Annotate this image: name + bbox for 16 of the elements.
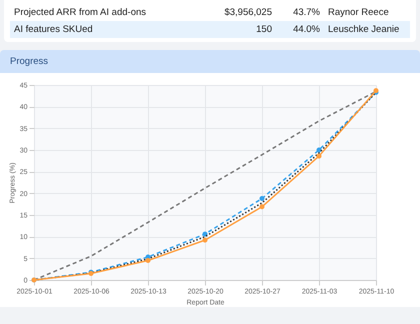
point: [202, 232, 208, 237]
text: Leuschke Jeanie: [327, 24, 400, 35]
point: [260, 196, 264, 202]
point: [146, 258, 150, 263]
point: [316, 154, 322, 159]
text: AI features SKUed: [14, 24, 94, 35]
chart-title: Progress: [0, 50, 420, 73]
text: Projected ARR from AI add-ons: [14, 7, 148, 18]
point: [316, 148, 322, 152]
point: [202, 238, 208, 243]
text: 43.7%: [292, 7, 320, 18]
text: Raynor Reece: [327, 7, 389, 18]
text: $3,956,025: [224, 7, 272, 18]
text: 150: [255, 24, 272, 35]
point: [260, 204, 264, 210]
text: 44.0%: [292, 24, 320, 35]
